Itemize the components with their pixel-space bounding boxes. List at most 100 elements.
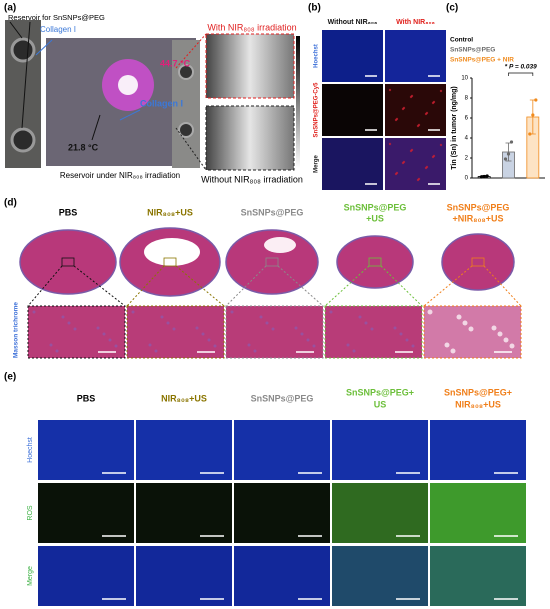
significance-bracket: [508, 72, 534, 76]
texture: [405, 338, 409, 342]
row-label: ROS: [27, 505, 34, 521]
signal: [401, 107, 405, 111]
column-header: NIR₈₀₈+US: [147, 207, 193, 217]
texture: [213, 344, 217, 348]
texture: [509, 343, 515, 349]
micrograph: [322, 138, 383, 190]
micrograph: [234, 546, 330, 606]
texture: [503, 337, 509, 343]
zoom-box: [61, 257, 75, 267]
data-point: [509, 140, 514, 144]
texture: [468, 326, 474, 332]
micrograph: [136, 546, 232, 606]
caption: Reservoir under NIR₈₀₈ irradiation: [60, 171, 180, 180]
necrosis: [264, 237, 296, 253]
texture: [358, 315, 362, 319]
y-tick-label: 0: [465, 176, 469, 182]
connector: [225, 265, 267, 307]
column-header: Without NIR₈₀₈: [328, 19, 378, 26]
micrograph: [225, 305, 324, 359]
connector: [324, 265, 370, 307]
connector: [73, 265, 126, 307]
column-header: SnSNPs@PEG+: [346, 387, 414, 397]
scale: [296, 36, 300, 168]
column-header: With NIR₈₀₈: [396, 19, 435, 26]
row-label: Hoechst: [314, 44, 320, 68]
y-tick-label: 10: [461, 76, 468, 82]
signal: [388, 142, 392, 146]
annotation: Reservoir for SnSNPs@PEG: [8, 13, 105, 22]
texture: [253, 349, 257, 353]
connector: [175, 265, 225, 307]
zoom-box: [163, 257, 177, 267]
micrograph: [332, 483, 428, 543]
panel-label: (e): [4, 372, 16, 383]
texture: [67, 321, 71, 325]
signal: [439, 89, 443, 93]
y-tick-label: 8: [465, 96, 469, 102]
texture: [207, 338, 211, 342]
texture: [108, 338, 112, 342]
column-header: NIR₈₀₈+US: [161, 393, 207, 403]
texture: [450, 348, 456, 354]
texture: [114, 344, 118, 348]
arrow: [35, 39, 53, 56]
micrograph: [38, 483, 134, 543]
connector: [483, 265, 522, 307]
panel-label: (b): [308, 3, 321, 14]
texture: [32, 310, 36, 314]
hotspot: [118, 75, 138, 95]
texture: [329, 310, 333, 314]
texture: [312, 344, 316, 348]
texture: [294, 326, 298, 330]
zoom-box: [471, 257, 485, 267]
micrograph: [136, 483, 232, 543]
signal: [439, 143, 443, 147]
tissue: [336, 235, 414, 289]
micrograph: [234, 483, 330, 543]
signal: [431, 101, 435, 105]
tissue: [441, 233, 515, 291]
legend-entry: SnSNPs@PEG: [450, 47, 495, 54]
column-header: US: [374, 399, 387, 409]
texture: [306, 338, 310, 342]
signal: [409, 149, 413, 153]
micrograph: [385, 84, 446, 136]
texture: [102, 332, 106, 336]
column-header: SnSNPs@PEG: [447, 202, 510, 212]
micrograph: [126, 305, 225, 359]
texture: [55, 349, 59, 353]
texture: [497, 331, 503, 337]
signal: [424, 166, 428, 170]
signal: [416, 178, 420, 182]
data-point: [506, 152, 511, 156]
row-label: Hoechst: [27, 437, 34, 463]
micrograph: [332, 420, 428, 480]
column-header: SnSNPs@PEG+: [444, 387, 512, 397]
micrograph: [430, 483, 526, 543]
column-header: SnSNPs@PEG: [344, 202, 407, 212]
texture: [462, 320, 468, 326]
arrow: [21, 21, 31, 129]
signal: [401, 161, 405, 165]
texture: [49, 343, 53, 347]
caption: With NIR₈₀₈ irradiation: [207, 22, 296, 32]
texture: [96, 326, 100, 330]
data-point: [528, 132, 532, 136]
column-header: +NIR₈₀₈+US: [453, 213, 504, 223]
signal: [424, 112, 428, 116]
reservoir: [10, 127, 36, 153]
texture: [148, 343, 152, 347]
texture: [201, 332, 205, 336]
y-axis-label: Tin (Sn) in tumor (ng/mg): [451, 86, 458, 169]
legend-entry: SnSNPs@PEG + NIR: [450, 57, 514, 64]
micrograph: [38, 546, 134, 606]
micrograph: [136, 420, 232, 480]
panel-label: (d): [4, 198, 17, 209]
column-header: SnSNPs@PEG: [241, 207, 304, 217]
legend-entry: Control: [450, 37, 473, 44]
row-label: SnSNPs@PEG-Cy5: [314, 82, 320, 138]
panel-label: (a): [4, 3, 16, 14]
micrograph: [385, 30, 446, 82]
